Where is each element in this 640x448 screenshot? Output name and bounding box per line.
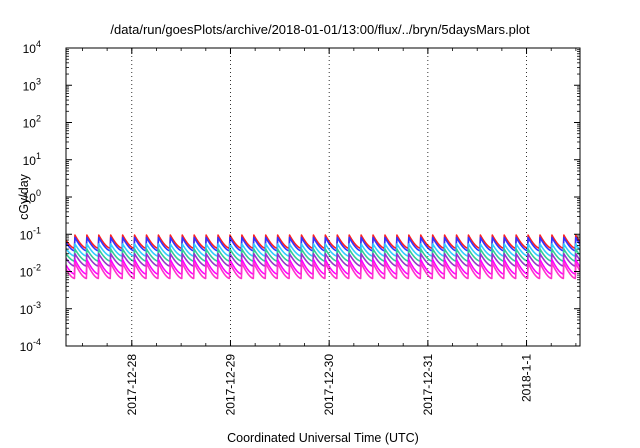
x-tick-label: 2017-12-29 [223, 354, 237, 416]
x-axis-label: Coordinated Universal Time (UTC) [227, 431, 419, 445]
x-axis: 2017-12-28 2017-12-29 2017-12-30 2017-12-31… [82, 48, 577, 416]
series-line-5 [66, 252, 580, 267]
y-tick-label: 103 [23, 76, 41, 93]
x-tick-label: 2017-12-28 [125, 354, 139, 416]
y-axis-label: cGy/day [17, 173, 31, 220]
series-line-3 [66, 243, 580, 257]
x-tick-label: 2018-1-1 [520, 354, 534, 402]
y-tick-label: 104 [23, 39, 41, 56]
plot-frame [65, 47, 581, 347]
series-line-1 [66, 234, 580, 250]
series-line-4 [66, 248, 580, 262]
x-tick-label: 2017-12-31 [421, 354, 435, 416]
x-tick-label: 2017-12-30 [322, 354, 336, 416]
chart-title: /data/run/goesPlots/archive/2018-01-01/1… [110, 22, 530, 37]
y-tick-label: 10-1 [20, 225, 41, 242]
y-tick-label: 10-4 [20, 337, 41, 354]
y-tick-label: 101 [23, 151, 41, 168]
series-line-7 [66, 262, 580, 280]
series-layer [66, 234, 580, 280]
series-line-2 [66, 236, 580, 252]
y-tick-label: 102 [23, 114, 41, 131]
y-tick-label: 10-2 [20, 263, 41, 280]
y-tick-label: 10-3 [20, 300, 41, 317]
series-line-6 [66, 258, 580, 275]
